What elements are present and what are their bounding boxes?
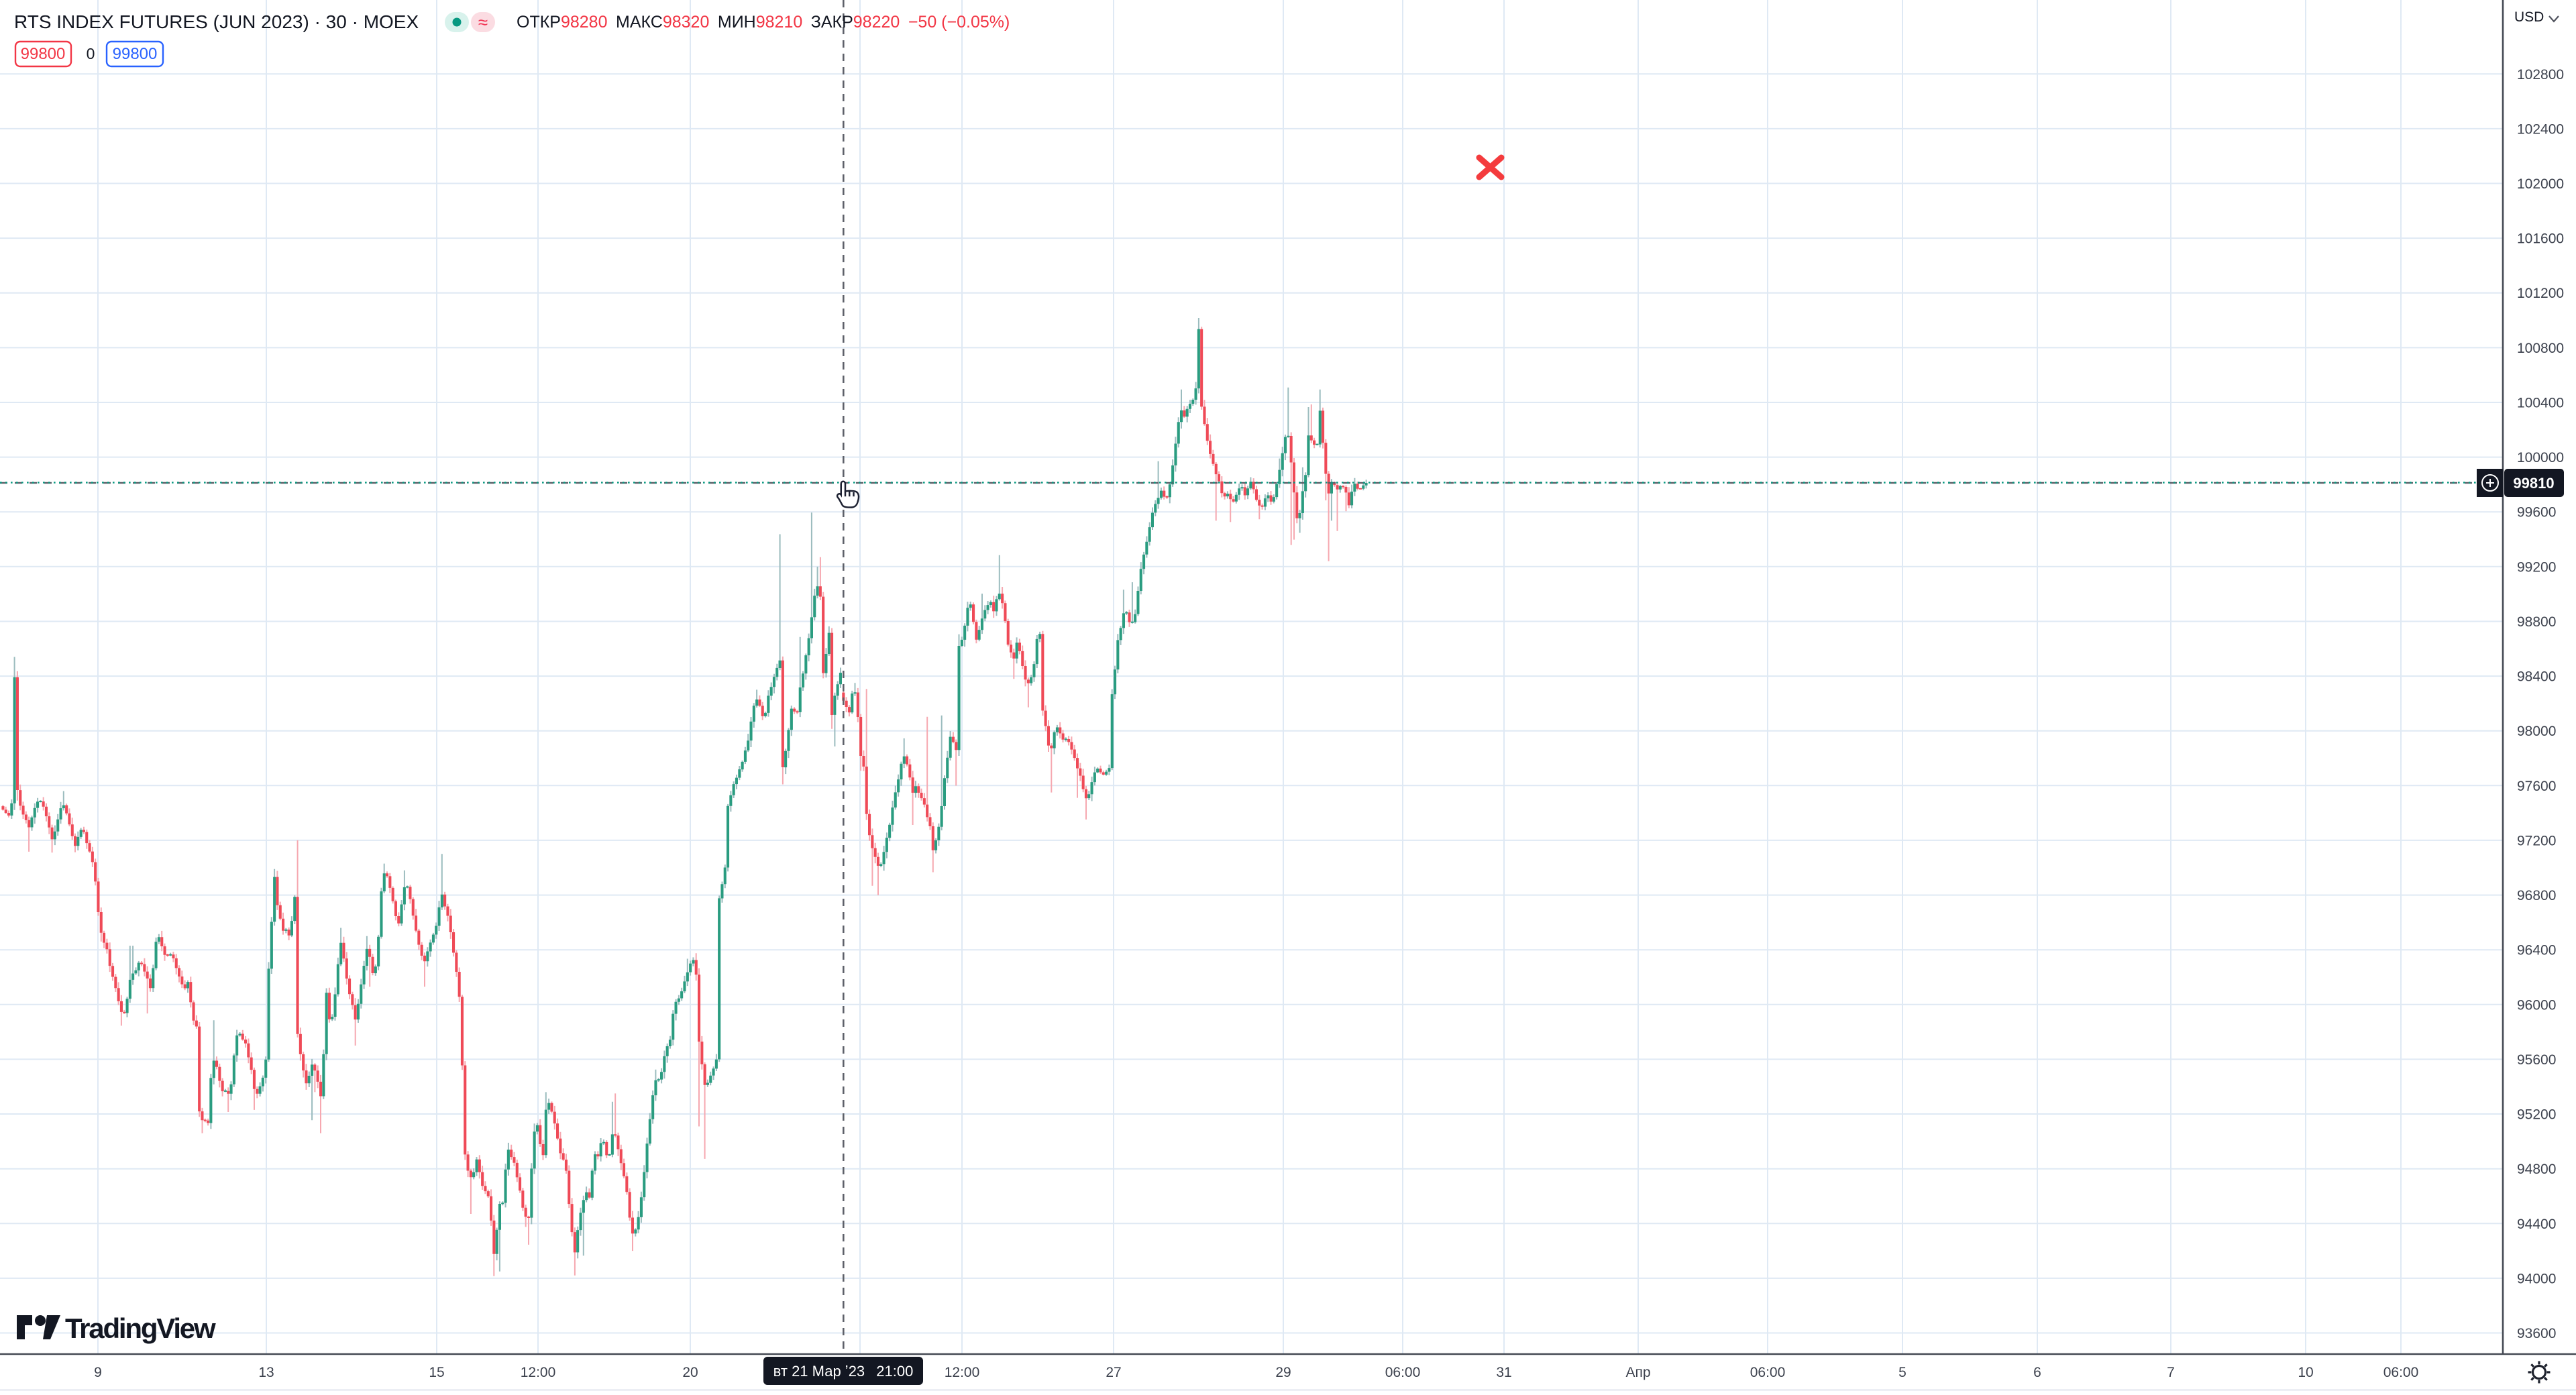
svg-text:97200: 97200 xyxy=(2517,833,2556,848)
svg-text:RTS INDEX FUTURES (JUN 2023) ·: RTS INDEX FUTURES (JUN 2023) · 30 · MOEX xyxy=(14,11,419,32)
svg-text:94400: 94400 xyxy=(2517,1217,2556,1232)
svg-text:100800: 100800 xyxy=(2517,341,2564,356)
svg-text:15: 15 xyxy=(429,1365,444,1380)
svg-text:100400: 100400 xyxy=(2517,396,2564,411)
svg-text:99200: 99200 xyxy=(2517,559,2556,575)
svg-text:95200: 95200 xyxy=(2517,1107,2556,1123)
svg-text:97600: 97600 xyxy=(2517,779,2556,794)
svg-text:98400: 98400 xyxy=(2517,669,2556,685)
svg-text:27: 27 xyxy=(1106,1365,1121,1380)
svg-text:9: 9 xyxy=(94,1365,102,1380)
svg-text:99800: 99800 xyxy=(21,45,66,63)
svg-text:99810: 99810 xyxy=(2513,475,2554,492)
svg-text:06:00: 06:00 xyxy=(2383,1365,2419,1380)
svg-text:93600: 93600 xyxy=(2517,1326,2556,1341)
svg-text:≈: ≈ xyxy=(478,12,488,32)
svg-text:101600: 101600 xyxy=(2517,231,2564,247)
svg-text:USD: USD xyxy=(2514,9,2544,25)
svg-text:ОТКР98280 МАКС98320 МИН98210 З: ОТКР98280 МАКС98320 МИН98210 ЗАКР98220 −… xyxy=(517,13,1010,32)
svg-text:10: 10 xyxy=(2298,1365,2313,1380)
svg-text:102800: 102800 xyxy=(2517,67,2564,82)
svg-text:06:00: 06:00 xyxy=(1385,1365,1421,1380)
svg-text:TradingView: TradingView xyxy=(65,1313,216,1344)
svg-text:06:00: 06:00 xyxy=(1750,1365,1786,1380)
svg-text:101200: 101200 xyxy=(2517,286,2564,301)
svg-text:20: 20 xyxy=(682,1365,698,1380)
svg-text:Апр: Апр xyxy=(1625,1365,1650,1380)
svg-text:102400: 102400 xyxy=(2517,121,2564,137)
svg-text:0: 0 xyxy=(87,45,95,62)
svg-text:96000: 96000 xyxy=(2517,997,2556,1013)
svg-text:вт 21 Мар ʼ23 21:00: вт 21 Мар ʼ23 21:00 xyxy=(773,1363,914,1380)
svg-text:6: 6 xyxy=(2033,1365,2041,1380)
svg-text:5: 5 xyxy=(1898,1365,1907,1380)
svg-text:94800: 94800 xyxy=(2517,1162,2556,1177)
svg-text:99800: 99800 xyxy=(113,45,158,63)
svg-text:31: 31 xyxy=(1496,1365,1511,1380)
svg-text:13: 13 xyxy=(258,1365,274,1380)
svg-text:100000: 100000 xyxy=(2517,450,2564,465)
svg-text:98800: 98800 xyxy=(2517,614,2556,630)
svg-text:102000: 102000 xyxy=(2517,176,2564,192)
svg-text:29: 29 xyxy=(1275,1365,1291,1380)
svg-text:99600: 99600 xyxy=(2517,505,2556,520)
svg-text:95600: 95600 xyxy=(2517,1052,2556,1068)
svg-text:96400: 96400 xyxy=(2517,943,2556,958)
svg-text:96800: 96800 xyxy=(2517,888,2556,903)
svg-text:98000: 98000 xyxy=(2517,724,2556,739)
svg-text:12:00: 12:00 xyxy=(521,1365,556,1380)
svg-text:7: 7 xyxy=(2167,1365,2175,1380)
svg-text:94000: 94000 xyxy=(2517,1271,2556,1286)
svg-text:12:00: 12:00 xyxy=(945,1365,980,1380)
